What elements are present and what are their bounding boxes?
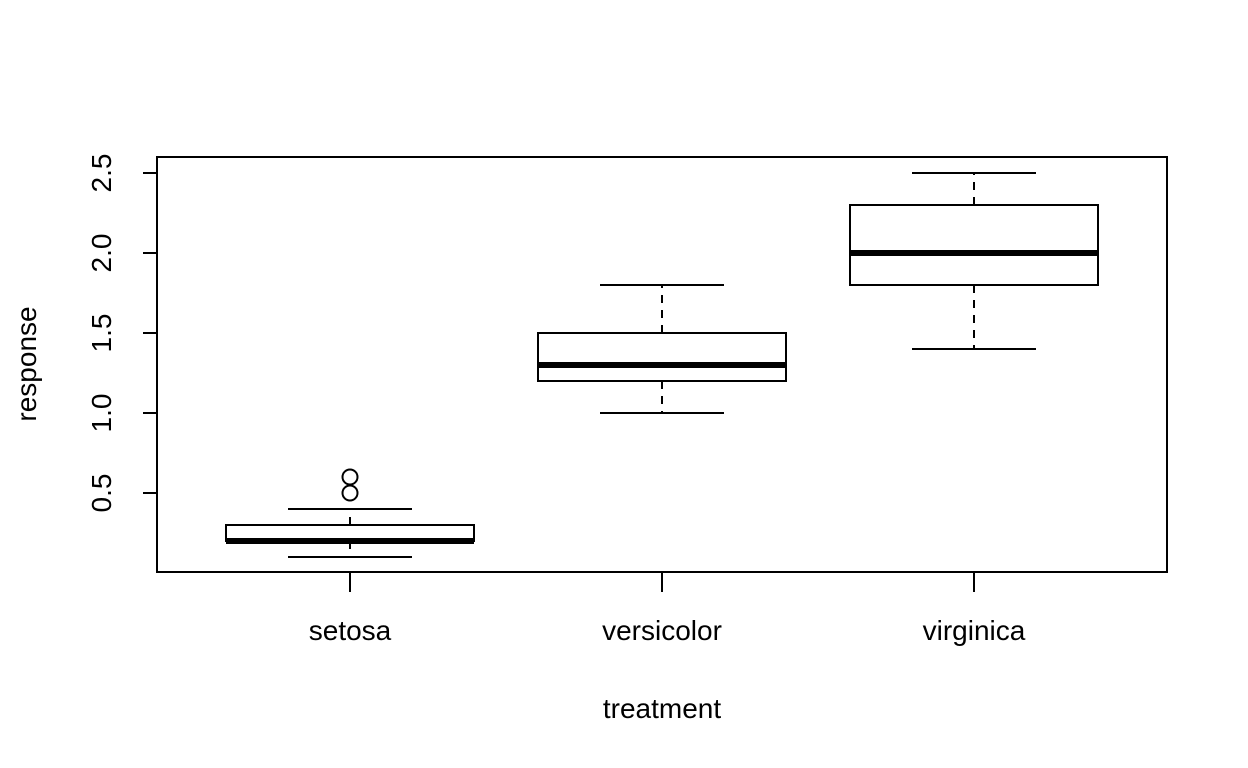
y-tick-label: 1.5 bbox=[86, 314, 117, 353]
y-tick-label: 2.0 bbox=[86, 234, 117, 273]
x-tick-label: versicolor bbox=[602, 615, 722, 646]
box-setosa bbox=[225, 468, 475, 558]
box-virginica bbox=[849, 172, 1099, 350]
x-axis: setosa versicolor virginica bbox=[309, 572, 1026, 646]
y-tick-label: 0.5 bbox=[86, 474, 117, 513]
outlier-point bbox=[341, 484, 359, 502]
y-axis: 0.5 1.0 1.5 2.0 2.5 bbox=[86, 154, 157, 513]
x-tick-label: setosa bbox=[309, 615, 392, 646]
x-axis-label: treatment bbox=[603, 693, 721, 724]
y-tick-label: 2.5 bbox=[86, 154, 117, 193]
interquartile-box bbox=[537, 332, 787, 382]
boxes bbox=[225, 172, 1099, 558]
x-tick-label: virginica bbox=[923, 615, 1026, 646]
box-versicolor bbox=[537, 284, 787, 414]
y-axis-label: response bbox=[11, 306, 42, 421]
outlier-point bbox=[341, 468, 359, 486]
interquartile-box bbox=[849, 204, 1099, 286]
y-tick-label: 1.0 bbox=[86, 394, 117, 433]
